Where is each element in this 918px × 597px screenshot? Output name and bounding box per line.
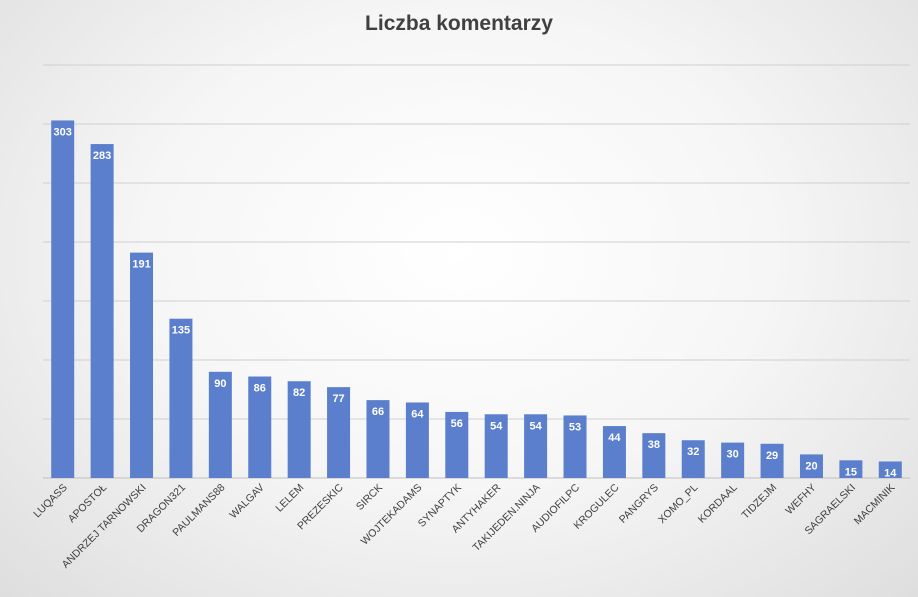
bar [839, 460, 863, 478]
bar [799, 454, 823, 478]
bar [130, 252, 154, 478]
x-tick-label: TAKIJEDEN.NINJA [470, 482, 542, 554]
data-label: 44 [608, 432, 621, 444]
data-label: 66 [372, 406, 384, 418]
x-tick-label: WEFHY [783, 482, 818, 517]
bar [51, 120, 75, 479]
x-tick-label: SIRCK [354, 482, 385, 513]
bar [563, 415, 587, 478]
bar [445, 411, 469, 478]
bar [484, 414, 508, 478]
data-label: 82 [293, 387, 305, 399]
x-tick-label: WALGAV [227, 482, 266, 521]
data-label: 32 [687, 446, 699, 458]
x-tick-label: LELEM [273, 482, 306, 515]
data-label: 283 [93, 150, 111, 162]
data-label: 14 [884, 467, 897, 479]
data-label: 86 [254, 383, 266, 395]
data-label: 135 [172, 325, 190, 337]
bar [642, 433, 666, 478]
data-label: 20 [805, 460, 817, 472]
x-tick-label: PANGRYS [617, 482, 661, 526]
bar [524, 414, 548, 478]
bar [760, 443, 784, 478]
data-label: 90 [214, 378, 226, 390]
data-label: 64 [411, 408, 424, 420]
bar [878, 461, 902, 478]
bar [721, 442, 745, 478]
data-label: 54 [490, 420, 503, 432]
bar [602, 426, 626, 478]
data-label: 303 [54, 126, 72, 138]
bar [90, 144, 114, 478]
data-label: 30 [727, 449, 739, 461]
bar [248, 376, 272, 478]
data-label: 56 [451, 418, 463, 430]
bar [366, 400, 390, 478]
x-tick-label: TIDZEJM [739, 482, 779, 522]
bar [327, 387, 351, 478]
data-label: 15 [845, 466, 857, 478]
x-tick-label: LUQASS [31, 482, 70, 521]
bar [405, 402, 429, 478]
bar [208, 371, 232, 478]
bar [287, 381, 311, 478]
x-tick-label: MACMINIK [852, 482, 898, 528]
data-label: 38 [648, 439, 660, 451]
bar [681, 440, 705, 478]
x-tick-label: XOMO_PL [656, 482, 700, 526]
data-label: 29 [766, 450, 778, 462]
x-tick-label: KORDAAL [696, 482, 740, 526]
data-label: 77 [332, 393, 344, 405]
bar [169, 318, 193, 478]
chart-title: Liczba komentarzy [365, 12, 553, 35]
data-label: 53 [569, 421, 581, 433]
data-label: 54 [529, 420, 542, 432]
data-label: 191 [132, 259, 150, 271]
